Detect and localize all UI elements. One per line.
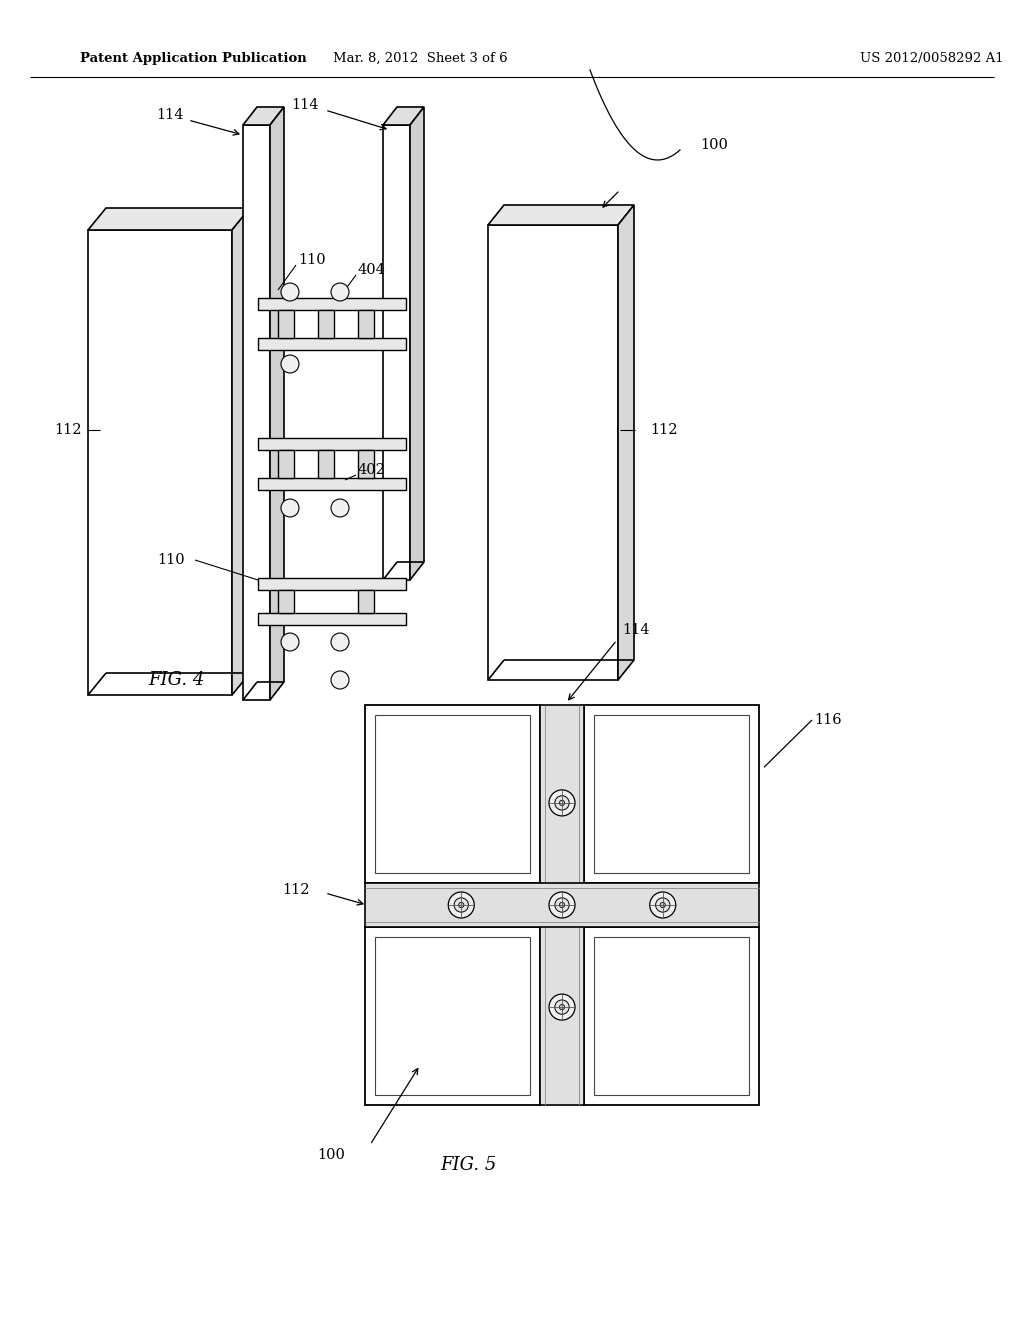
Text: FIG. 5: FIG. 5	[440, 1156, 497, 1173]
Circle shape	[449, 892, 474, 917]
Text: Mar. 8, 2012  Sheet 3 of 6: Mar. 8, 2012 Sheet 3 of 6	[333, 51, 507, 65]
Text: 100: 100	[317, 1148, 345, 1162]
Circle shape	[559, 1005, 564, 1010]
Bar	[375, 937, 530, 1096]
Circle shape	[555, 1001, 569, 1014]
Circle shape	[331, 282, 349, 301]
Bar	[318, 450, 334, 478]
Circle shape	[555, 898, 569, 912]
Circle shape	[660, 903, 666, 908]
Text: US 2012/0058292 A1: US 2012/0058292 A1	[860, 51, 1004, 65]
Text: FIG. 4: FIG. 4	[148, 671, 205, 689]
Circle shape	[281, 634, 299, 651]
Circle shape	[331, 634, 349, 651]
Bar	[258, 612, 406, 624]
Text: 116: 116	[814, 713, 842, 727]
Bar	[383, 125, 410, 579]
Bar	[358, 590, 374, 612]
Bar	[258, 578, 406, 590]
Text: 114: 114	[622, 623, 649, 638]
Text: 112: 112	[54, 422, 82, 437]
Bar	[258, 478, 406, 490]
Circle shape	[281, 355, 299, 374]
Bar	[358, 310, 374, 338]
Bar	[258, 338, 406, 350]
Text: 404: 404	[358, 263, 386, 277]
Bar	[258, 298, 406, 310]
Text: 112: 112	[283, 883, 310, 898]
Bar	[243, 125, 270, 700]
Text: 114: 114	[291, 98, 318, 112]
Text: 112: 112	[650, 422, 678, 437]
Bar	[540, 705, 584, 1105]
Bar	[594, 715, 749, 873]
Polygon shape	[270, 107, 284, 700]
Circle shape	[331, 499, 349, 517]
Circle shape	[331, 671, 349, 689]
Polygon shape	[232, 209, 250, 696]
Circle shape	[549, 892, 575, 917]
Polygon shape	[618, 205, 634, 680]
Circle shape	[549, 994, 575, 1020]
Circle shape	[555, 796, 569, 810]
Circle shape	[559, 800, 564, 805]
Bar	[375, 715, 530, 873]
Text: 110: 110	[298, 253, 326, 267]
Circle shape	[655, 898, 670, 912]
Bar	[318, 310, 334, 338]
Polygon shape	[88, 209, 250, 230]
Bar	[358, 450, 374, 478]
Circle shape	[281, 499, 299, 517]
Bar	[594, 937, 749, 1096]
Text: 402: 402	[358, 463, 386, 477]
Bar	[365, 883, 759, 927]
Text: Patent Application Publication: Patent Application Publication	[80, 51, 307, 65]
Text: 114: 114	[157, 108, 183, 121]
Polygon shape	[383, 107, 424, 125]
Circle shape	[281, 282, 299, 301]
Bar	[365, 927, 540, 1105]
Circle shape	[459, 903, 464, 908]
Bar	[278, 450, 294, 478]
Circle shape	[549, 789, 575, 816]
Circle shape	[454, 898, 468, 912]
Polygon shape	[243, 107, 284, 125]
Polygon shape	[410, 107, 424, 579]
Bar	[258, 438, 406, 450]
Bar	[365, 705, 540, 883]
Text: 100: 100	[700, 139, 728, 152]
Circle shape	[559, 903, 564, 908]
Bar	[584, 705, 759, 883]
Bar	[488, 224, 618, 680]
Bar	[88, 230, 232, 696]
Bar	[278, 590, 294, 612]
Circle shape	[650, 892, 676, 917]
Bar	[278, 310, 294, 338]
Text: 110: 110	[158, 553, 185, 568]
Polygon shape	[488, 205, 634, 224]
Bar	[584, 927, 759, 1105]
